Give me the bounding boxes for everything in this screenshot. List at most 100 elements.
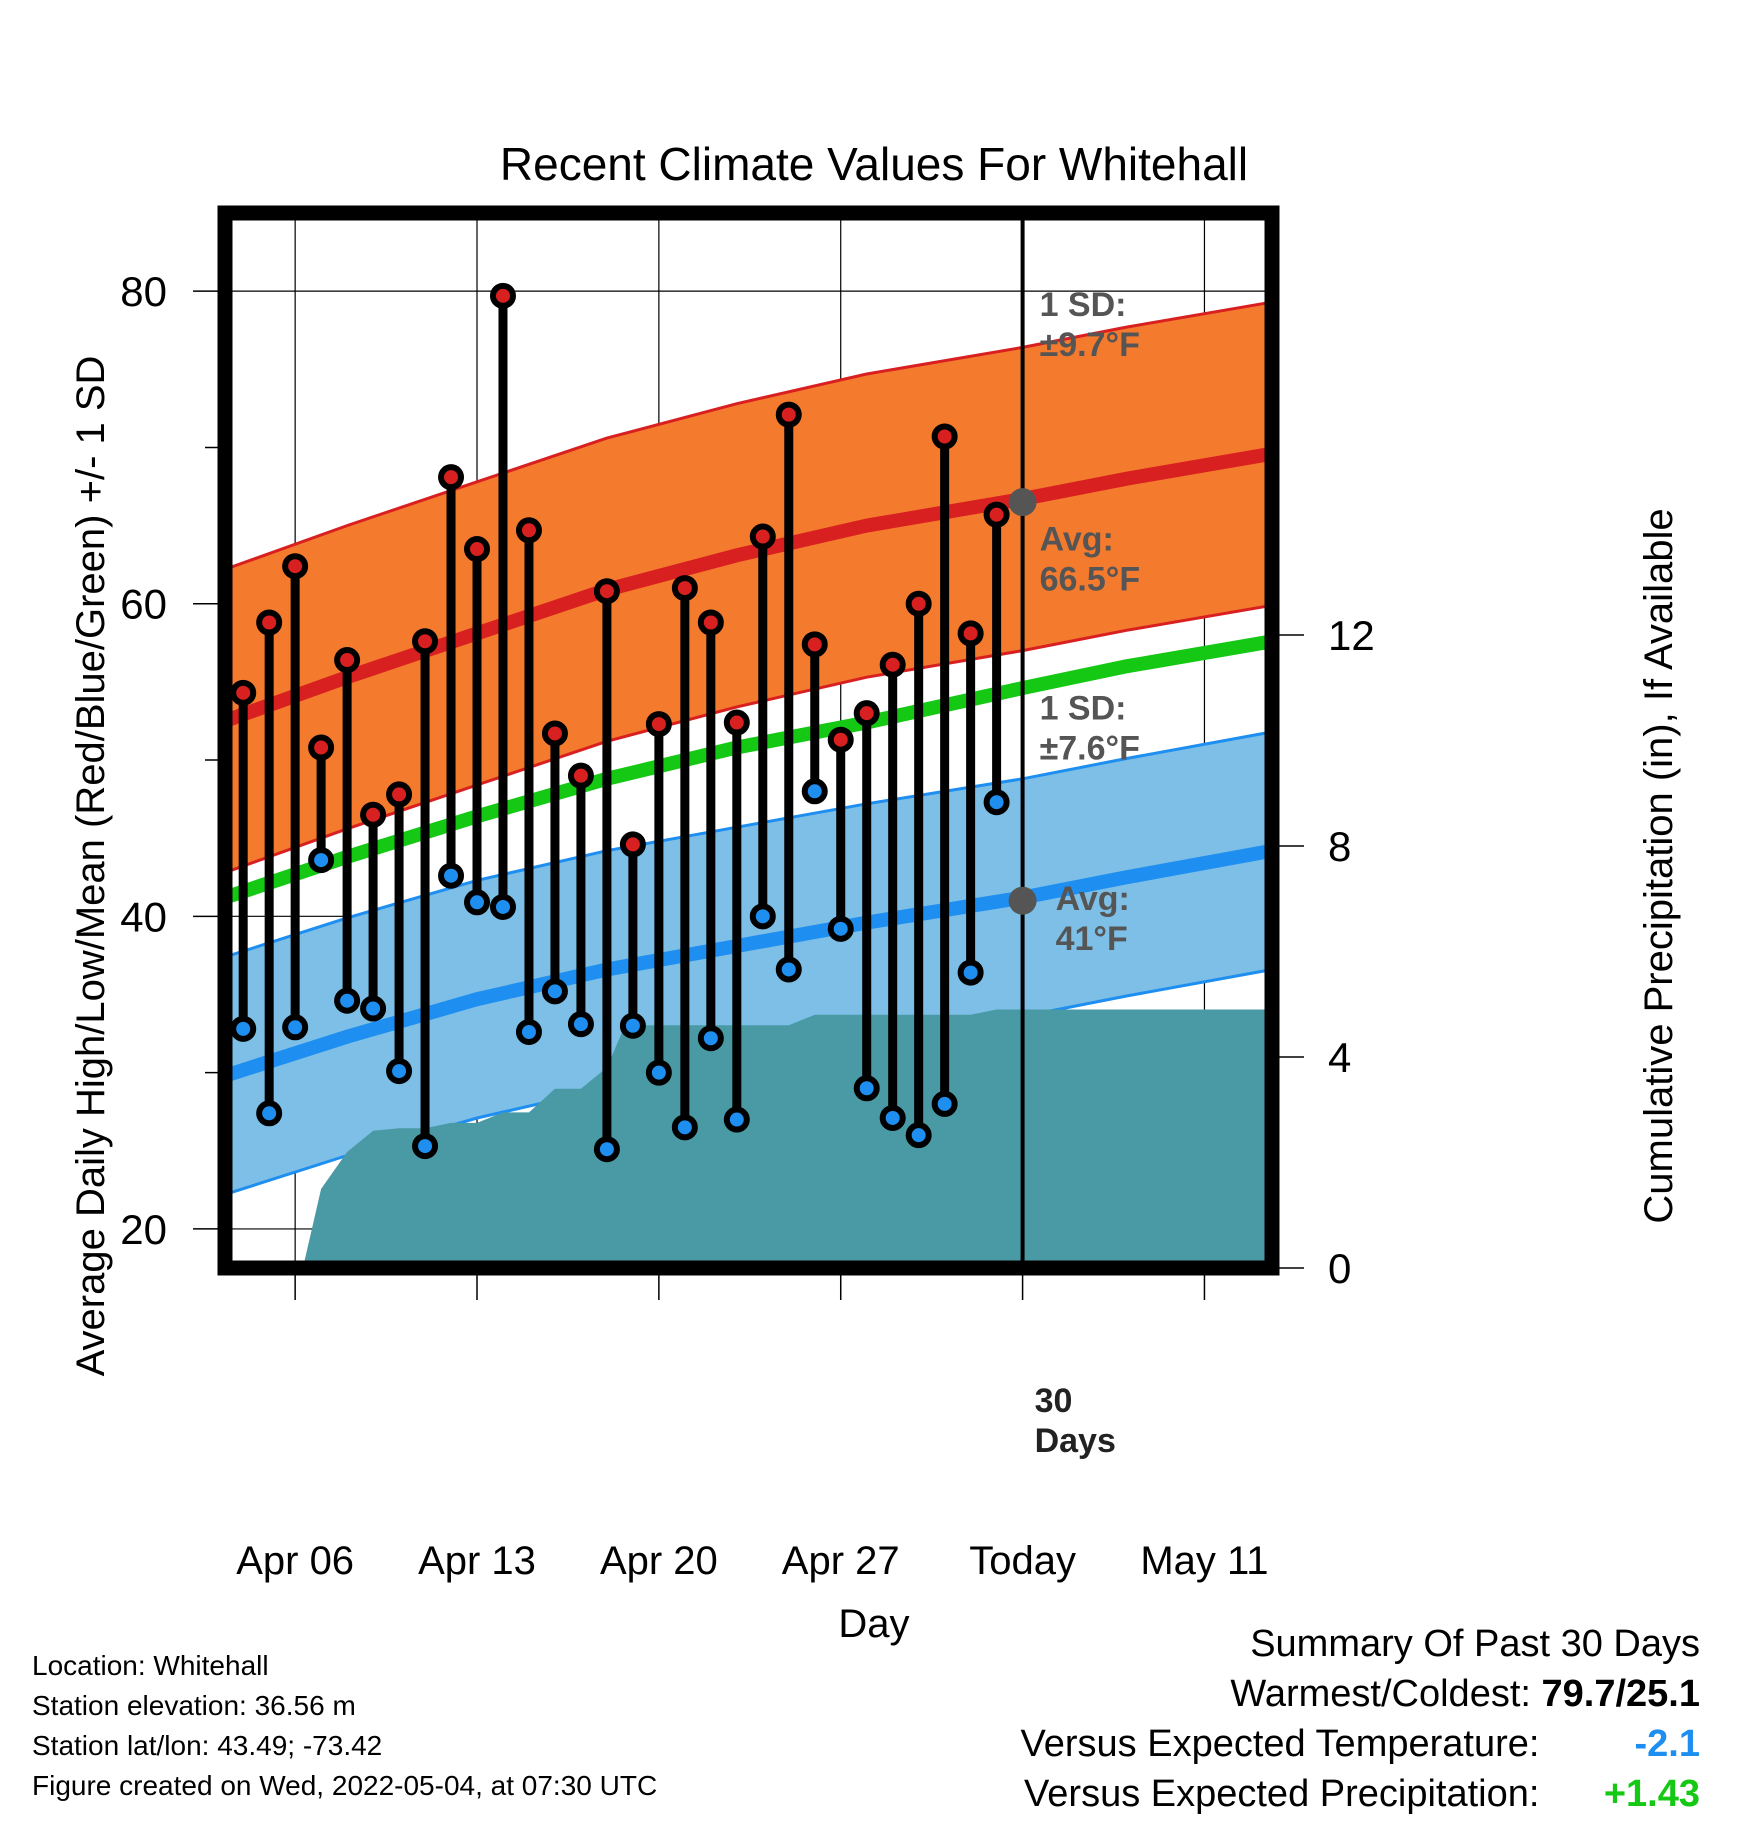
daily-low-point — [671, 1114, 698, 1141]
daily-low-point — [697, 1025, 724, 1052]
high-avg-annotation: 66.5°F — [1040, 561, 1141, 599]
daily-low-point — [230, 1015, 257, 1042]
high-sd-annotation: 1 SD: — [1040, 286, 1127, 324]
daily-high-point — [671, 575, 698, 602]
today-high-avg-point — [1008, 488, 1037, 517]
created-text: Figure created on Wed, 2022-05-04, at 07… — [32, 1770, 658, 1801]
daily-high-point — [489, 282, 516, 309]
low-avg-annotation: Avg: — [1056, 880, 1130, 918]
x-tick-label: Apr 20 — [600, 1539, 718, 1583]
daily-high-point — [593, 578, 620, 605]
location-text: Location: Whitehall — [32, 1650, 269, 1681]
low-sd-annotation: ±7.6°F — [1040, 729, 1140, 767]
y2-tick-label: 0 — [1328, 1245, 1351, 1292]
latlon-text: Station lat/lon: 43.49; -73.42 — [32, 1730, 383, 1761]
y-tick-label: 80 — [120, 268, 167, 315]
daily-low-point — [464, 889, 491, 916]
today-low-avg-point — [1008, 886, 1037, 915]
x-axis-label: Day — [838, 1602, 909, 1646]
x-tick-label: Apr 13 — [418, 1539, 536, 1583]
y2-tick-label: 8 — [1328, 823, 1351, 870]
temp-label: Versus Expected Temperature: — [1020, 1723, 1540, 1765]
daily-high-point — [905, 590, 932, 617]
daily-low-point — [827, 915, 854, 942]
daily-high-point — [879, 651, 906, 678]
daily-high-point — [282, 553, 309, 580]
summary-warm-cold: Warmest/Coldest: 79.7/25.1 — [1230, 1674, 1700, 1714]
high-sd-annotation: ±9.7°F — [1040, 326, 1140, 364]
elevation-text: Station elevation: 36.56 m — [32, 1690, 356, 1721]
daily-high-point — [619, 831, 646, 858]
precip-value: +1.43 — [1603, 1773, 1700, 1815]
y-tick-label: 60 — [120, 581, 167, 628]
summary-temp: Versus Expected Temperature: -2.1 — [1021, 1724, 1700, 1764]
daily-low-point — [853, 1075, 880, 1102]
days-marker-label: 30 — [1035, 1382, 1073, 1420]
daily-high-point — [438, 464, 465, 491]
plot-inner — [225, 213, 1272, 1268]
daily-high-point — [983, 501, 1010, 528]
daily-low-point — [775, 956, 802, 983]
y2-tick-label: 12 — [1328, 612, 1375, 659]
daily-low-point — [983, 789, 1010, 816]
daily-high-point — [801, 631, 828, 658]
x-tick-label: Apr 27 — [782, 1539, 900, 1583]
daily-low-point — [282, 1014, 309, 1041]
daily-high-point — [230, 679, 257, 706]
daily-low-point — [801, 778, 828, 805]
high-avg-annotation: Avg: — [1040, 521, 1114, 559]
daily-low-point — [749, 903, 776, 930]
daily-low-point — [645, 1059, 672, 1086]
low-avg-annotation: 41°F — [1056, 920, 1128, 958]
daily-high-point — [334, 647, 361, 674]
daily-low-point — [360, 995, 387, 1022]
precip-label: Versus Expected Precipitation: — [1024, 1773, 1540, 1815]
daily-high-point — [853, 700, 880, 727]
x-tick-label: Today — [969, 1539, 1076, 1583]
x-tick-label: Apr 06 — [236, 1539, 354, 1583]
daily-low-point — [515, 1018, 542, 1045]
daily-low-point — [412, 1133, 439, 1160]
daily-low-point — [489, 893, 516, 920]
low-sd-annotation: 1 SD: — [1040, 689, 1127, 727]
plot-frame — [217, 205, 1280, 1276]
daily-high-point — [541, 720, 568, 747]
daily-low-point — [619, 1012, 646, 1039]
warm-cold-label: Warmest/Coldest: — [1230, 1673, 1531, 1715]
y2-tick-label: 4 — [1328, 1034, 1351, 1081]
y-axis-label-left: Average Daily High/Low/Mean (Red/Blue/Gr… — [69, 356, 113, 1377]
daily-low-point — [256, 1100, 283, 1127]
temp-value: -2.1 — [1634, 1723, 1700, 1765]
daily-high-point — [645, 711, 672, 738]
summary-title: Summary Of Past 30 Days — [1250, 1623, 1700, 1665]
daily-low-point — [308, 847, 335, 874]
y-axis-label-right: Cumulative Precipitation (in), If Availa… — [1637, 508, 1681, 1223]
daily-low-point — [567, 1011, 594, 1038]
normal-high-band-lower — [225, 603, 1272, 875]
warm-cold-value: 79.7/25.1 — [1541, 1673, 1700, 1715]
daily-high-point — [464, 536, 491, 563]
y-tick-label: 40 — [120, 893, 167, 940]
summary-precip: Versus Expected Precipitation: +1.43 — [1024, 1774, 1700, 1814]
daily-low-point — [438, 862, 465, 889]
daily-low-point — [386, 1058, 413, 1085]
daily-low-point — [905, 1122, 932, 1149]
daily-low-point — [879, 1104, 906, 1131]
daily-high-point — [412, 628, 439, 655]
normal-high-band — [225, 302, 1272, 873]
daily-low-point — [957, 959, 984, 986]
daily-low-point — [931, 1090, 958, 1117]
daily-high-point — [749, 523, 776, 550]
daily-low-point — [593, 1136, 620, 1163]
normal-low-band — [225, 731, 1272, 1195]
daily-high-point — [931, 423, 958, 450]
daily-high-point — [308, 734, 335, 761]
normal-high-mean-line — [225, 446, 1272, 728]
daily-high-point — [723, 709, 750, 736]
daily-low-point — [334, 987, 361, 1014]
y-tick-label: 20 — [120, 1206, 167, 1253]
daily-high-point — [957, 620, 984, 647]
daily-high-point — [256, 609, 283, 636]
normal-high-band-upper — [225, 300, 1272, 571]
